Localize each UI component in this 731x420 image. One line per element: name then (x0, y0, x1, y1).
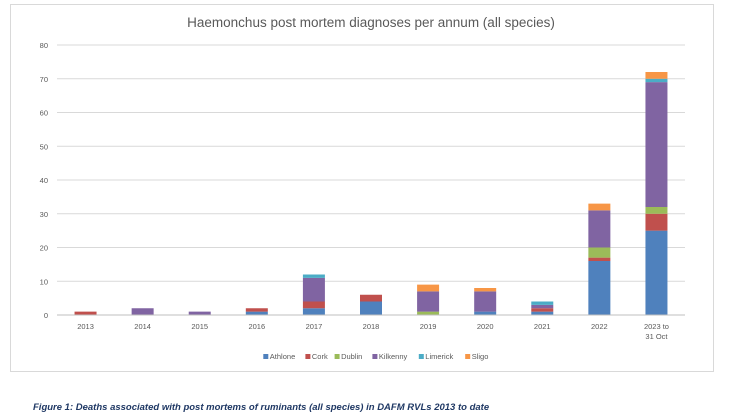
bar-segment-dublin (645, 207, 668, 214)
bar-segment-athlone (531, 311, 554, 315)
legend-label-cork: Cork (312, 352, 328, 361)
bar-segment-kilkenny (302, 277, 325, 302)
y-tick-label: 40 (40, 176, 48, 185)
x-tick-label: 2015 (191, 322, 208, 331)
figure-caption: Figure 1: Deaths associated with post mo… (33, 402, 490, 413)
legend-label-athlone: Athlone (270, 352, 295, 361)
x-tick-label: 2013 (77, 322, 94, 331)
y-tick-label: 10 (40, 277, 48, 286)
bar-segment-kilkenny (188, 311, 211, 315)
bar-segment-kilkenny (131, 308, 154, 315)
bar-segment-cork (588, 257, 611, 261)
legend-swatch-dublin (334, 354, 340, 359)
legend-label-dublin: Dublin (341, 352, 362, 361)
bar-segment-cork (245, 308, 268, 312)
x-tick-label: 2023 to 31 Oct (644, 322, 669, 341)
chart: Haemonchus post mortem diagnoses per ann… (40, 15, 685, 361)
x-tick-label: 2017 (306, 322, 323, 331)
bar-segment-limerick (531, 301, 554, 305)
x-tick-label: 2016 (248, 322, 265, 331)
bar-segment-limerick (302, 274, 325, 278)
y-tick-label: 20 (40, 244, 48, 253)
legend-swatch-limerick (418, 354, 424, 359)
y-tick-label: 0 (44, 311, 48, 320)
y-tick-label: 30 (40, 210, 48, 219)
bar-segment-sligo (645, 72, 668, 79)
legend-label-kilkenny: Kilkenny (379, 352, 408, 361)
bar-segment-dublin (417, 311, 440, 315)
legend-label-sligo: Sligo (472, 352, 489, 361)
y-tick-label: 60 (40, 109, 48, 118)
bar-segment-athlone (302, 308, 325, 315)
bar-segment-kilkenny (474, 291, 497, 312)
x-tick-label: 2020 (477, 322, 494, 331)
bar-segment-cork (531, 308, 554, 312)
bar-segment-cork (74, 311, 97, 315)
bar-segment-sligo (588, 203, 611, 211)
x-tick-label: 2014 (134, 322, 151, 331)
chart-title: Haemonchus post mortem diagnoses per ann… (187, 15, 555, 30)
legend-swatch-athlone (263, 354, 269, 359)
x-tick-label: 2022 (591, 322, 608, 331)
bar-segment-dublin (588, 247, 611, 258)
bar-segment-kilkenny (588, 210, 611, 248)
bar-segment-kilkenny (417, 291, 440, 312)
x-tick-label: 2019 (420, 322, 437, 331)
x-tick-label: 2018 (363, 322, 380, 331)
bar-segment-kilkenny (531, 304, 554, 309)
bar-segment-athlone (474, 311, 497, 315)
bar-segment-kilkenny (645, 82, 668, 207)
bar-segment-athlone (588, 261, 611, 315)
legend-swatch-kilkenny (372, 354, 378, 359)
chart-frame (10, 4, 714, 372)
bar-segment-cork (360, 294, 382, 302)
bar-segment-cork (302, 301, 325, 309)
y-tick-label: 80 (40, 41, 48, 50)
legend-label-limerick: Limerick (425, 352, 453, 361)
legend-swatch-cork (305, 354, 311, 359)
y-tick-label: 70 (40, 75, 48, 84)
y-tick-label: 50 (40, 142, 48, 151)
bar-segment-athlone (360, 301, 382, 315)
legend-swatch-sligo (465, 354, 471, 359)
bar-segment-limerick (645, 78, 668, 83)
bar-segment-cork (645, 213, 668, 231)
bar-segment-athlone (245, 311, 268, 315)
bar-segment-athlone (645, 230, 668, 315)
x-tick-label: 2021 (534, 322, 551, 331)
bar-segment-sligo (474, 288, 497, 292)
bar-segment-sligo (417, 284, 440, 292)
